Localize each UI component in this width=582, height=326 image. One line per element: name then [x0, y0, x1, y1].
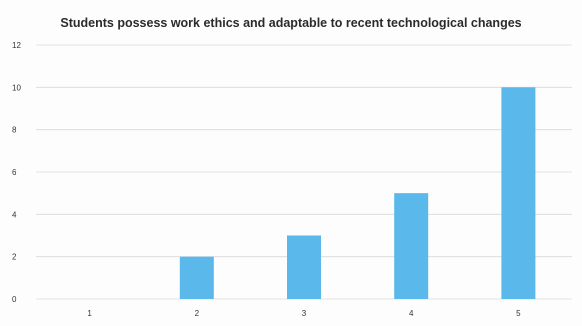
x-tick-label: 4: [409, 309, 414, 318]
y-tick-label: 4: [12, 210, 17, 219]
y-tick-label: 2: [12, 253, 17, 262]
bar-5: [501, 87, 536, 299]
x-tick-label: 5: [516, 309, 521, 318]
x-tick-label: 2: [195, 309, 200, 318]
chart-title: Students possess work ethics and adaptab…: [60, 16, 522, 30]
bar-4: [394, 193, 429, 299]
y-tick-label: 0: [12, 295, 17, 304]
bar-3: [287, 235, 321, 299]
y-tick-label: 6: [12, 168, 17, 177]
x-tick-label: 1: [87, 309, 92, 318]
x-tick-label: 3: [302, 309, 307, 318]
y-tick-label: 8: [12, 126, 17, 135]
y-tick-label: 12: [12, 41, 21, 50]
y-tick-label: 10: [12, 83, 21, 92]
bar-2: [179, 256, 214, 299]
